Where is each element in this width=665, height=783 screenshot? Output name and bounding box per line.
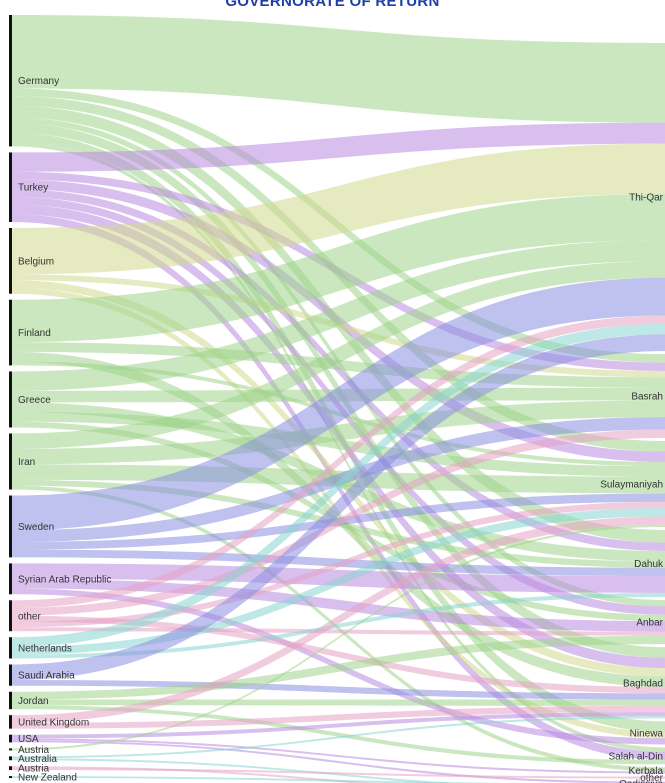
- source-label: Sweden: [18, 522, 54, 533]
- target-label: Anbar: [636, 618, 663, 629]
- source-node-austria[interactable]: [9, 766, 12, 771]
- source-node-usa[interactable]: [9, 734, 12, 743]
- target-label: Qadissiya: [619, 779, 663, 783]
- target-label: other: [640, 773, 663, 783]
- flow-other-to-sulaymaniyah[interactable]: [12, 501, 665, 628]
- source-label: Belgium: [18, 256, 54, 267]
- source-label: New Zealand: [18, 773, 77, 783]
- source-node-turkey[interactable]: [9, 152, 12, 223]
- source-label: Australia: [18, 754, 57, 765]
- flow-new-zealand-to-qadissiya[interactable]: [12, 776, 665, 783]
- source-node-finland[interactable]: [9, 299, 12, 366]
- source-label: Iran: [18, 457, 35, 468]
- flow-iran-to-basrah[interactable]: [12, 400, 665, 465]
- source-label: Turkey: [18, 183, 48, 194]
- flow-finland-to-thi-qar[interactable]: [12, 193, 665, 343]
- flow-greece-to-thi-qar[interactable]: [12, 240, 665, 391]
- chart-title: GOVERNORATE OF RETURN: [225, 0, 440, 10]
- flow-usa-to-kerbala[interactable]: [12, 738, 665, 774]
- flow-iran-to-kerbala[interactable]: [12, 485, 665, 772]
- flow-usa-to-qadissiya[interactable]: [12, 740, 665, 783]
- flow-jordan-to-anbar[interactable]: [12, 635, 665, 700]
- source-node-syrian-arab-republic[interactable]: [9, 563, 12, 595]
- flow-netherlands-to-sulaymaniyah[interactable]: [12, 508, 665, 655]
- flow-united-kingdom-to-sulaymaniyah[interactable]: [12, 516, 665, 723]
- target-label: Basrah: [631, 392, 663, 403]
- flow-australia-to-kirkuk[interactable]: [12, 758, 665, 783]
- source-node-belgium[interactable]: [9, 228, 12, 294]
- source-label: Finland: [18, 328, 51, 339]
- source-node-united-kingdom[interactable]: [9, 715, 12, 729]
- flow-germany-to-thi-qar[interactable]: [12, 15, 665, 123]
- target-label: Sulaymaniyah: [600, 480, 663, 491]
- source-label: Germany: [18, 76, 59, 87]
- flow-other-to-anbar[interactable]: [12, 627, 665, 636]
- flow-other-to-baghdad[interactable]: [12, 615, 665, 694]
- flow-other-to-thi-qar[interactable]: [12, 315, 665, 609]
- source-node-saudi-arabia[interactable]: [9, 664, 12, 686]
- source-node-australia[interactable]: [9, 756, 12, 761]
- flow-links: [12, 15, 665, 783]
- source-label: Syrian Arab Republic: [18, 574, 111, 585]
- source-label: Austria: [18, 764, 50, 775]
- source-node-germany[interactable]: [9, 15, 12, 147]
- source-label: Saudi Arabia: [18, 671, 75, 682]
- source-label: United Kingdom: [18, 717, 89, 728]
- flow-turkey-to-dahuk[interactable]: [12, 189, 665, 551]
- nodes: Germany Turkey Belgium Finland Greece Iran Swe…: [9, 15, 664, 783]
- source-node-other[interactable]: [9, 600, 12, 632]
- flow-netherlands-to-thi-qar[interactable]: [12, 323, 665, 647]
- flow-netherlands-to-dahuk[interactable]: [12, 592, 665, 659]
- flow-sweden-to-thi-qar[interactable]: [12, 277, 665, 531]
- flow-jordan-to-baghdad[interactable]: [12, 699, 665, 706]
- flow-other-to-basrah[interactable]: [12, 429, 665, 616]
- flow-saudi-arabia-to-thi-qar[interactable]: [12, 334, 665, 680]
- target-label: Kerbala: [629, 766, 664, 777]
- flow-jordan-to-salah-al-din[interactable]: [12, 705, 665, 765]
- source-label: Austria: [18, 745, 50, 756]
- flow-greece-to-sulaymaniyah[interactable]: [12, 412, 665, 477]
- flow-australia-to-baghdad[interactable]: [12, 716, 665, 759]
- source-label: Greece: [18, 395, 51, 406]
- source-node-sweden[interactable]: [9, 495, 12, 558]
- source-node-new-zealand[interactable]: [9, 776, 12, 779]
- target-label: Dahuk: [634, 559, 664, 570]
- source-label: other: [18, 611, 41, 622]
- flow-iran-to-thi-qar[interactable]: [12, 261, 665, 449]
- source-label: Jordan: [18, 696, 49, 707]
- target-label: Thi-Qar: [629, 193, 664, 204]
- source-label: Netherlands: [18, 643, 72, 654]
- source-label: USA: [18, 734, 39, 745]
- source-node-jordan[interactable]: [9, 691, 12, 710]
- flow-belgium-to-thi-qar[interactable]: [12, 143, 665, 275]
- flow-united-kingdom-to-baghdad[interactable]: [12, 705, 665, 729]
- target-label: Salah al-Din: [609, 751, 663, 762]
- source-node-netherlands[interactable]: [9, 637, 12, 659]
- flow-usa-to-baghdad[interactable]: [12, 712, 665, 739]
- source-node-greece[interactable]: [9, 371, 12, 428]
- source-node-iran[interactable]: [9, 433, 12, 490]
- flow-austria-to-other[interactable]: [12, 768, 665, 779]
- flow-turkey-to-thi-qar[interactable]: [12, 122, 665, 172]
- flow-saudi-arabia-to-baghdad[interactable]: [12, 679, 665, 700]
- flow-sweden-to-basrah[interactable]: [12, 417, 665, 542]
- target-label: Ninewa: [630, 728, 664, 739]
- source-node-austria[interactable]: [9, 748, 12, 751]
- flow-austria-to-sulaymaniyah[interactable]: [12, 524, 665, 751]
- target-label: Baghdad: [623, 678, 663, 689]
